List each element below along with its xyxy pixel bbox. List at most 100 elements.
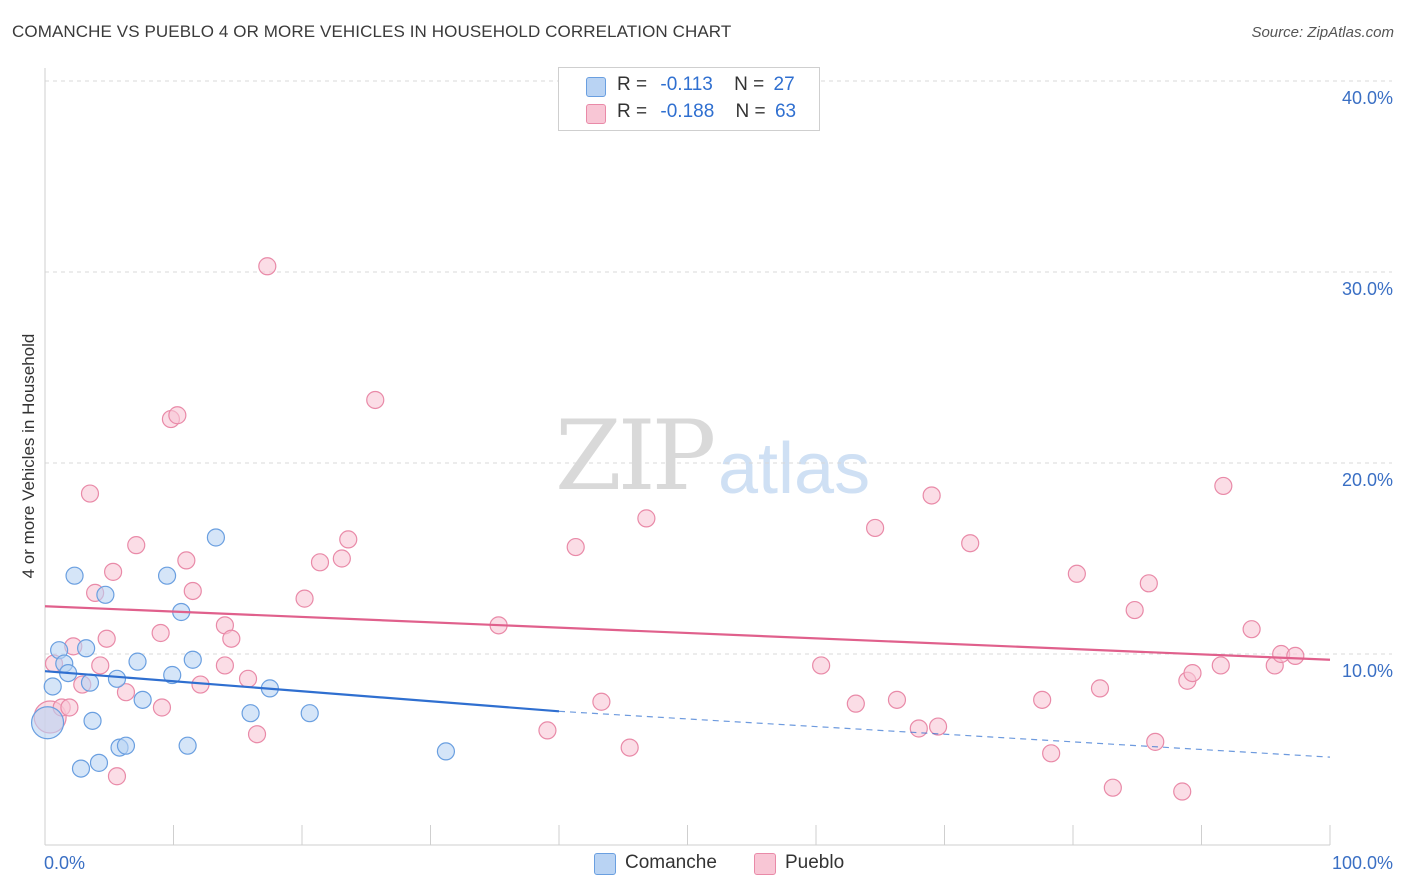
- pueblo-point: [152, 698, 172, 717]
- pueblo-point: [812, 656, 831, 675]
- pueblo-point: [295, 589, 314, 608]
- comanche-point: [30, 706, 65, 740]
- pueblo-point: [1042, 744, 1061, 763]
- pueblo-point: [566, 537, 585, 557]
- comanche-point: [43, 677, 62, 696]
- comanche-point: [89, 753, 109, 772]
- watermark-zip: ZIP: [555, 400, 716, 512]
- pueblo-point: [846, 694, 865, 713]
- comanche-point: [163, 665, 182, 685]
- legend-pueblo-n-label: N =: [735, 101, 766, 122]
- comanche-point: [71, 759, 91, 778]
- comanche-point: [300, 704, 319, 723]
- pueblo-point: [168, 406, 187, 425]
- tick-labels: 10.0% 20.0% 30.0% 40.0% 0.0% 100.0%: [44, 88, 1393, 873]
- pueblo-point: [538, 721, 557, 740]
- pueblo-point: [887, 690, 907, 709]
- comanche-point: [65, 566, 84, 585]
- pueblo-point: [1067, 564, 1086, 583]
- legend-pueblo-r-value: -0.188: [660, 101, 715, 122]
- legend-pueblo-swatch: [586, 104, 606, 124]
- gridlines: [45, 80, 1392, 655]
- pueblo-point: [366, 390, 385, 410]
- comanche-point: [80, 673, 100, 692]
- comanche-point: [133, 690, 152, 709]
- legend-comanche-r-label: R =: [617, 74, 648, 95]
- legend-comanche-n-label: N =: [734, 74, 765, 95]
- legend-comanche-row: R = -0.113 N = 27: [617, 74, 795, 98]
- data-points: [30, 257, 1305, 801]
- y-tick-label: 40.0%: [1342, 88, 1393, 108]
- legend: R = -0.113 N = 27 R = -0.188 N = 63: [558, 67, 820, 131]
- y-tick-label: 30.0%: [1342, 279, 1393, 299]
- comanche-point: [77, 639, 96, 658]
- pueblo-point: [332, 549, 351, 568]
- legend-comanche-swatch: [586, 77, 606, 97]
- x-tick-label-max: 100.0%: [1332, 853, 1393, 873]
- comanche-point: [436, 742, 456, 761]
- pueblo-point: [127, 536, 146, 555]
- pueblo-point: [592, 692, 611, 711]
- pueblo-point: [91, 656, 110, 675]
- pueblo-point: [238, 669, 258, 688]
- pueblo-point: [1090, 679, 1110, 698]
- pueblo-point: [177, 551, 196, 570]
- pueblo-point: [80, 484, 100, 503]
- pueblo-point: [620, 738, 639, 757]
- chart-title: COMANCHE VS PUEBLO 4 OR MORE VEHICLES IN…: [12, 22, 732, 41]
- legend-comanche-r-value: -0.113: [660, 74, 713, 95]
- comanche-trend-line: [44, 670, 560, 713]
- trend-lines: [44, 605, 1331, 758]
- bottom-legend-comanche-swatch: [594, 853, 616, 875]
- pueblo-point: [1286, 646, 1305, 666]
- legend-pueblo-n-value: 63: [774, 101, 797, 122]
- pueblo-point: [183, 581, 202, 601]
- pueblo-point: [1173, 782, 1192, 801]
- comanche-point: [116, 736, 136, 755]
- comanche-point: [178, 736, 197, 755]
- pueblo-point: [258, 257, 277, 276]
- y-tick-label: 10.0%: [1342, 661, 1393, 681]
- pueblo-point: [637, 509, 656, 528]
- bottom-legend-pueblo: Pueblo: [785, 852, 845, 873]
- pueblo-point: [116, 683, 136, 702]
- pueblo-point: [310, 553, 330, 572]
- pueblo-point: [1242, 620, 1261, 639]
- comanche-point: [157, 566, 177, 585]
- pueblo-point: [922, 486, 941, 505]
- x-tick-label-min: 0.0%: [44, 853, 85, 873]
- source-label: Source: ZipAtlas.com: [1251, 24, 1394, 41]
- pueblo-point: [1146, 732, 1165, 751]
- pueblo-point: [1033, 690, 1052, 709]
- watermark-atlas: atlas: [718, 429, 871, 509]
- pueblo-point: [151, 623, 170, 643]
- comanche-point: [107, 669, 127, 688]
- legend-pueblo-row: R = -0.188 N = 63: [617, 101, 796, 125]
- comanche-point: [83, 711, 102, 730]
- pueblo-point: [909, 719, 928, 738]
- pueblo-point: [1214, 476, 1233, 496]
- pueblo-point: [1211, 656, 1230, 675]
- pueblo-point: [1103, 778, 1122, 797]
- pueblo-point: [1183, 663, 1202, 683]
- pueblo-point: [339, 530, 358, 549]
- legend-pueblo-r-label: R =: [617, 101, 648, 122]
- pueblo-point: [866, 518, 885, 538]
- pueblo-trend-line: [44, 605, 1331, 661]
- pueblo-point: [215, 656, 234, 675]
- comanche-point: [183, 650, 202, 669]
- pueblo-point: [961, 534, 980, 553]
- comanche-trend-extension: [558, 710, 1331, 758]
- pueblo-point: [1139, 574, 1158, 593]
- pueblo-point: [928, 717, 948, 736]
- comanche-point: [96, 585, 115, 604]
- y-axis-label: 4 or more Vehicles in Household: [19, 334, 38, 579]
- bottom-legend-pueblo-swatch: [754, 853, 776, 875]
- pueblo-point: [1125, 600, 1144, 620]
- comanche-point: [128, 652, 147, 671]
- legend-comanche-n-value: 27: [773, 74, 795, 95]
- pueblo-point: [247, 725, 267, 744]
- comanche-point: [241, 704, 260, 723]
- y-tick-label: 20.0%: [1342, 470, 1393, 490]
